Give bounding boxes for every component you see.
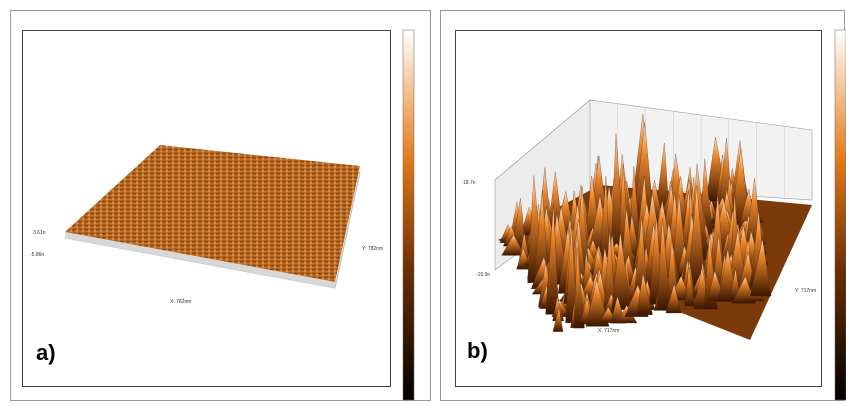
x-axis-label: X: 782nm — [170, 299, 191, 305]
z-max-label: 3.61n — [33, 230, 46, 236]
z-min-label: -5.86n — [30, 252, 44, 258]
panel-label: a) — [36, 340, 56, 365]
colorbar — [403, 30, 414, 400]
y-axis-label: Y: 717nm — [795, 288, 816, 294]
panel-label: b) — [467, 338, 488, 363]
x-axis-label: X: 717nm — [598, 328, 619, 334]
z-min-label: -15.9n — [476, 272, 490, 278]
y-axis-label: Y: 782nm — [362, 246, 383, 252]
colorbar — [835, 30, 846, 400]
figure: 3.61n -5.86n Y: 782nm X: 782nm a) 18.7n … — [0, 0, 846, 407]
z-max-label: 18.7n — [463, 180, 476, 186]
